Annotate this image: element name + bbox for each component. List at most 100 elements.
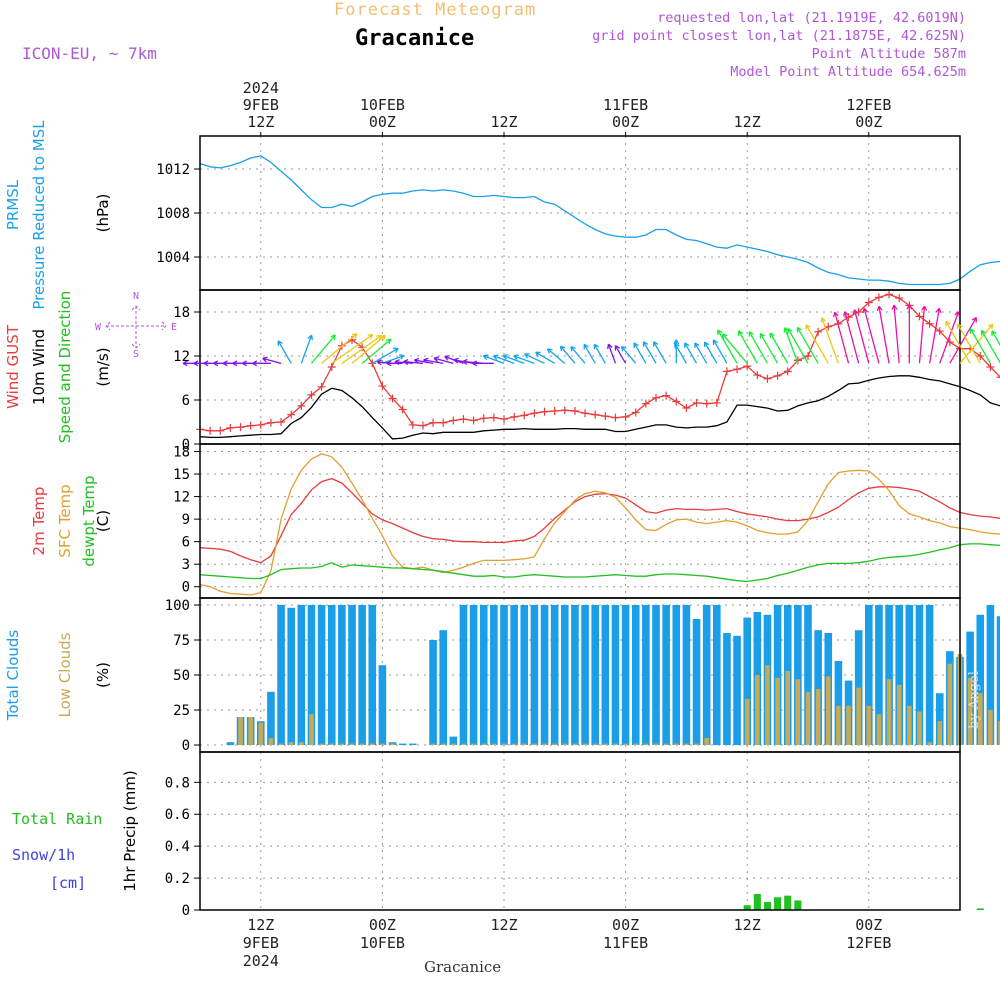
bar-clouds-0: [297, 605, 306, 745]
wind-arrow-icon: [737, 330, 758, 364]
wind-arrow-icon: [607, 343, 617, 364]
panel-unit-label: 1hr Precip (mm): [121, 770, 139, 891]
wind-arrow-icon: [694, 342, 708, 364]
bar-clouds-0: [409, 743, 417, 745]
panel-clouds: 0 25 50 75 100 (%) Total Clouds Low Clouds: [4, 597, 1000, 754]
bar-clouds-1: [603, 743, 608, 745]
bar-clouds-0: [490, 605, 498, 745]
wind-arrow-icon: [918, 305, 928, 364]
gust-marker: [773, 371, 782, 380]
gust-marker: [489, 413, 498, 422]
wind-arrow-icon: [945, 320, 971, 364]
wind-arrow-icon: [310, 334, 336, 364]
wind-arrow-icon: [535, 351, 555, 364]
bar-clouds-0: [885, 605, 893, 745]
wind-arrow-icon: [403, 359, 423, 365]
bar-clouds-1: [248, 717, 253, 745]
bar-clouds-1: [846, 705, 851, 745]
bar-clouds-0: [338, 605, 346, 745]
bar-clouds-1: [805, 691, 811, 745]
bar-clouds-0: [429, 640, 437, 745]
wind-arrow-icon: [252, 360, 271, 367]
panel-unit-label: (C): [94, 510, 112, 532]
wind-arrow-icon: [524, 353, 545, 364]
gust-marker: [783, 367, 792, 376]
bar-clouds-0: [601, 605, 610, 745]
gust-marker: [206, 426, 215, 435]
bar-clouds-0: [226, 742, 235, 745]
bar-clouds-0: [692, 619, 701, 745]
wind-arrow-icon: [906, 304, 913, 364]
bar-clouds-1: [288, 742, 294, 745]
y-tick-label: 1012: [156, 162, 190, 178]
y-tick-label: 15: [173, 467, 190, 483]
bar-clouds-0: [530, 605, 539, 745]
wind-arrow-icon: [796, 326, 819, 364]
bar-clouds-1: [268, 738, 274, 745]
bar-clouds-0: [520, 605, 529, 745]
bar-clouds-0: [875, 605, 883, 745]
wind-arrow-icon: [939, 311, 960, 364]
y-tick-label: 0.6: [165, 807, 190, 823]
requested-coordinates: requested lon,lat (21.1919E, 42.6019N): [657, 10, 966, 26]
wind-arrow-icon: [712, 339, 728, 364]
gust-marker: [631, 408, 640, 417]
gust-marker: [763, 374, 772, 383]
wind-arrow-icon: [502, 354, 525, 364]
gust-marker: [520, 411, 529, 420]
bar-clouds-0: [267, 691, 275, 745]
gust-marker: [652, 393, 660, 402]
bar-clouds-1: [653, 743, 659, 745]
gust-marker: [429, 418, 438, 427]
bar-clouds-1: [896, 684, 902, 745]
gust-marker: [864, 298, 873, 307]
wind-arrow-icon: [717, 329, 738, 364]
gust-marker: [540, 407, 549, 416]
panel-temp: 0 3 6 9 12 15 18 (C) 2m Temp SFC Temp dewpt Temp: [30, 443, 1000, 599]
bar-clouds-1: [998, 721, 1000, 745]
bar-clouds-1: [339, 743, 345, 745]
bar-clouds-1: [572, 743, 578, 745]
wind-arrow-icon: [300, 334, 313, 364]
gust-marker: [692, 398, 701, 407]
gust-marker: [459, 415, 468, 424]
bar-clouds-0: [469, 605, 478, 745]
wind-arrow-icon: [433, 356, 454, 364]
gust-marker: [550, 407, 559, 415]
bar-clouds-0: [733, 635, 741, 745]
bar-clouds-1: [704, 738, 709, 745]
bar-clouds-1: [755, 675, 760, 745]
y-tick-label: 9: [182, 512, 190, 528]
gust-marker: [682, 404, 691, 413]
gust-marker: [216, 426, 225, 435]
y-tick-label: 1004: [156, 250, 190, 266]
wind-arrow-icon: [949, 316, 978, 364]
y-tick-label: 50: [173, 668, 190, 684]
panel-label: Wind GUST: [4, 324, 22, 409]
top-time-tick-label: 12Z: [734, 113, 761, 131]
bar-clouds-1: [511, 743, 517, 745]
gust-marker: [317, 382, 326, 391]
bar-clouds-1: [684, 743, 689, 745]
bar-clouds-0: [479, 605, 488, 745]
bar-clouds-1: [552, 743, 557, 745]
wind-arrow-icon: [703, 341, 718, 364]
bar-clouds-0: [905, 605, 914, 745]
gust-marker: [297, 401, 306, 410]
gust-marker: [702, 399, 711, 408]
gust-marker: [256, 420, 265, 429]
gust-marker: [307, 390, 316, 399]
bar-clouds-0: [682, 605, 691, 745]
bar-precip-0: [743, 905, 751, 910]
wind-arrow-icon: [969, 328, 991, 364]
wind-arrow-icon: [843, 311, 860, 364]
panel-wind: 0 6 12 18 (m/s) Wind GUST 10m Wind Speed and Di…: [4, 289, 1000, 453]
wind-arrow-icon: [341, 334, 383, 364]
bar-clouds-1: [369, 743, 375, 745]
gust-marker: [601, 412, 610, 421]
y-tick-label: 25: [173, 703, 190, 719]
wind-arrow-icon: [991, 330, 1000, 347]
gust-marker: [236, 423, 245, 432]
gust-marker: [408, 420, 417, 429]
gust-marker: [621, 412, 630, 421]
